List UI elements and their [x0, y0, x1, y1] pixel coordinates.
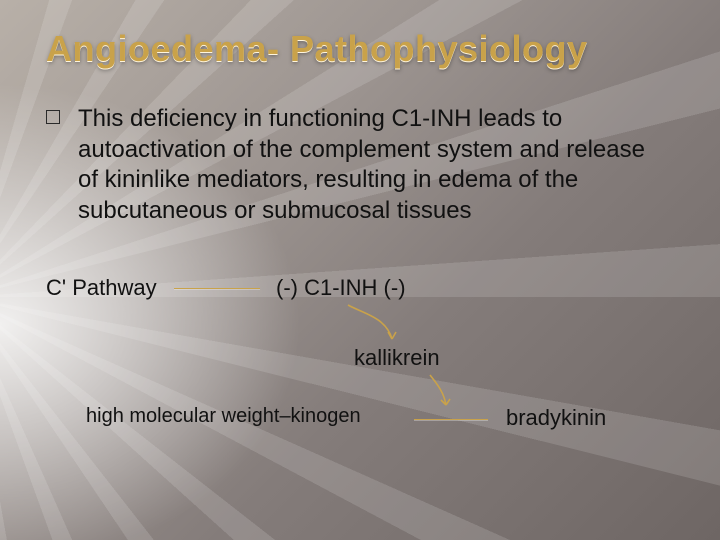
bullet-row: This deficiency in functioning C1-INH le…: [46, 104, 674, 227]
label-kallikrein: kallikrein: [354, 345, 440, 371]
slide: Angioedema- Pathophysiology This deficie…: [0, 0, 720, 540]
connector-hmwk-to-bradykinin: [414, 419, 488, 421]
bullet-icon: [46, 110, 60, 124]
connector-cpathway-to-cinh: [174, 288, 260, 290]
label-c-pathway: C' Pathway: [46, 275, 157, 301]
label-hmw-kinogen: high molecular weight–kinogen: [86, 405, 361, 428]
slide-title: Angioedema- Pathophysiology: [46, 28, 674, 70]
label-bradykinin: bradykinin: [506, 405, 606, 431]
pathway-diagram: C' Pathway (-) C1-INH (-) kallikrein hig…: [46, 263, 674, 453]
label-c1inh: (-) C1-INH (-): [276, 275, 406, 301]
body-paragraph: This deficiency in functioning C1-INH le…: [78, 104, 658, 227]
arrow-kallikrein-to-reaction: [426, 373, 466, 413]
